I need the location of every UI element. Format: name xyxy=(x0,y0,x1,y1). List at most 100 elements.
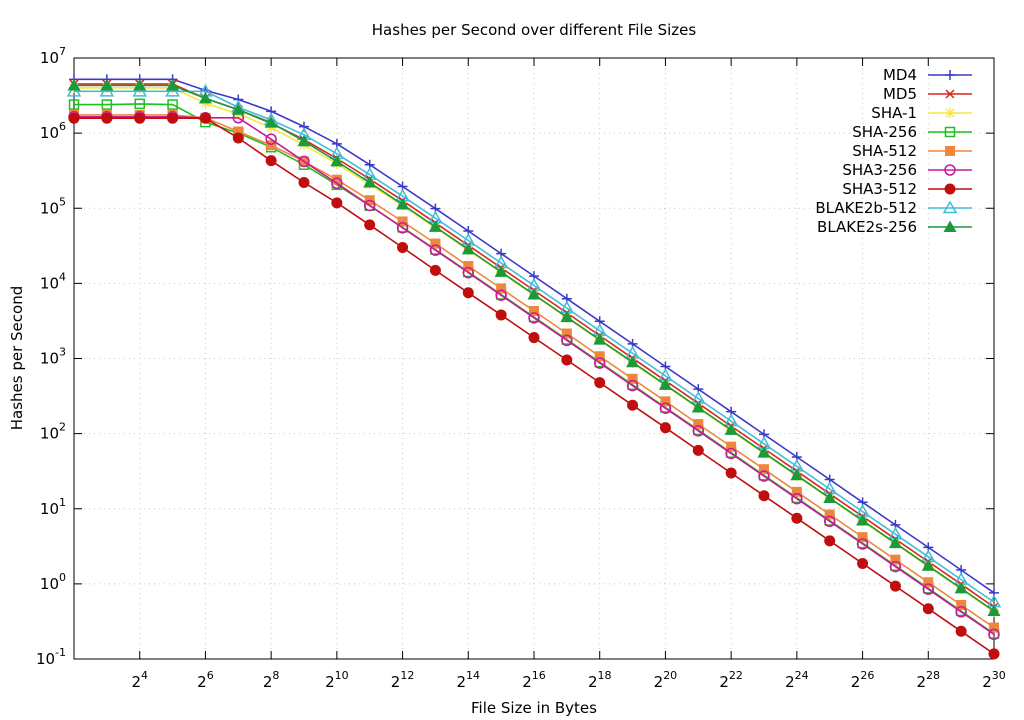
data-point-blake2s-256 xyxy=(133,79,147,91)
data-point-sha3-512 xyxy=(462,287,474,299)
data-point-blake2b-512 xyxy=(165,83,180,97)
legend-item-blake2s-256: BLAKE2s-256 xyxy=(817,218,972,236)
data-point-blake2s-256 xyxy=(198,91,212,104)
data-point-md4 xyxy=(233,94,244,105)
data-point-sha-512 xyxy=(430,238,441,249)
data-point-sha3-256 xyxy=(561,334,573,347)
data-point-sha3-512 xyxy=(659,422,671,434)
data-point-blake2s-256 xyxy=(330,154,344,167)
y-tick-label: 107 xyxy=(40,45,66,67)
data-point-sha-256 xyxy=(68,99,80,110)
data-point-sha3-512 xyxy=(791,512,803,524)
data-point-sha3-256 xyxy=(791,492,803,505)
data-point-sha3-256 xyxy=(626,379,639,392)
x-tick-label: 216 xyxy=(522,669,546,691)
data-point-sha3-256 xyxy=(922,583,935,595)
legend-item-sha-1: SHA-1 xyxy=(871,104,972,122)
data-point-sha-512 xyxy=(791,486,802,497)
data-point-blake2s-256 xyxy=(67,79,81,91)
x-axis-label: File Size in Bytes xyxy=(471,699,597,717)
y-tick-label: 102 xyxy=(40,421,66,443)
x-tick-label: 222 xyxy=(719,669,743,691)
data-point-blake2s-256 xyxy=(363,176,377,188)
data-point-sha3-512 xyxy=(232,132,244,144)
data-point-sha3-256 xyxy=(889,560,902,573)
data-point-sha-512 xyxy=(529,305,539,316)
x-tick-label: 210 xyxy=(325,669,349,691)
legend-marker-sha-1 xyxy=(945,108,955,118)
data-point-blake2s-256 xyxy=(231,103,245,115)
data-point-blake2s-256 xyxy=(560,310,574,323)
data-point-blake2s-256 xyxy=(954,581,968,594)
data-point-sha-512 xyxy=(594,351,605,362)
data-point-sha3-512 xyxy=(167,112,179,124)
legend-label-blake2s-256: BLAKE2s-256 xyxy=(817,218,917,236)
data-point-sha-512 xyxy=(463,261,474,272)
chart-title: Hashes per Second over different File Si… xyxy=(372,21,697,39)
legend-item-md4: MD4 xyxy=(883,66,972,84)
legend-item-md5: MD5 xyxy=(883,85,972,103)
legend-item-sha3-512: SHA3-512 xyxy=(842,180,972,198)
axes: 107 106 105 104 103 102 101 100 10-1 24 26 28 210 212… xyxy=(36,45,1006,691)
data-point-sha3-256 xyxy=(396,222,409,234)
data-point-sha-512 xyxy=(397,216,408,227)
x-tick-label: 228 xyxy=(917,669,941,691)
data-point-sha3-512 xyxy=(495,309,507,321)
data-point-blake2s-256 xyxy=(921,559,935,571)
x-tick-label: 28 xyxy=(263,669,280,691)
data-point-sha-512 xyxy=(857,532,868,543)
data-point-sha3-256 xyxy=(955,606,967,618)
data-point-blake2b-512 xyxy=(132,83,148,97)
y-tick-label: 104 xyxy=(40,270,66,292)
legend-marker-sha3-256 xyxy=(944,164,956,176)
data-point-sha3-512 xyxy=(68,112,80,124)
x-tick-label: 26 xyxy=(197,669,214,691)
x-tick-label: 226 xyxy=(851,669,875,691)
data-point-sha3-256 xyxy=(758,470,770,482)
data-point-sha3-512 xyxy=(955,625,967,637)
data-point-sha3-256 xyxy=(331,177,343,190)
series-blake2s-256 xyxy=(67,79,1001,617)
legend-marker-sha3-512 xyxy=(944,183,956,195)
data-point-sha3-512 xyxy=(857,557,869,569)
data-point-blake2s-256 xyxy=(593,333,607,345)
data-point-sha-512 xyxy=(266,140,277,151)
x-tick-label: 212 xyxy=(391,669,415,691)
y-tick-label: 105 xyxy=(40,195,66,217)
legend-label-blake2b-512: BLAKE2b-512 xyxy=(815,199,917,217)
data-point-sha3-512 xyxy=(298,177,310,189)
legend-label-md4: MD4 xyxy=(883,66,917,84)
legend-marker-md4 xyxy=(945,70,955,80)
data-point-sha3-512 xyxy=(364,219,376,231)
y-axis-label: Hashes per Second xyxy=(8,286,26,431)
grid-lines xyxy=(74,58,994,659)
data-point-sha-512 xyxy=(627,373,638,384)
data-point-blake2s-256 xyxy=(297,134,311,147)
legend-label-sha3-256: SHA3-256 xyxy=(842,161,917,179)
x-tick-label: 218 xyxy=(588,669,612,691)
data-point-blake2s-256 xyxy=(461,242,475,255)
data-point-blake2s-256 xyxy=(823,491,837,504)
data-point-blake2s-256 xyxy=(100,79,114,91)
data-point-sha-512 xyxy=(923,577,934,588)
data-point-blake2s-256 xyxy=(757,446,771,458)
data-point-sha3-256 xyxy=(265,133,277,145)
legend-item-sha-512: SHA-512 xyxy=(852,142,972,160)
data-point-sha3-256 xyxy=(659,402,672,414)
x-tick-label: 230 xyxy=(982,669,1006,691)
data-point-blake2s-256 xyxy=(658,378,672,390)
legend-marker-blake2s-256 xyxy=(943,220,957,232)
data-point-blake2s-256 xyxy=(790,468,804,481)
data-point-sha-512 xyxy=(824,509,835,520)
y-tick-label: 101 xyxy=(40,496,66,518)
data-point-blake2s-256 xyxy=(691,400,705,413)
data-point-sha3-256 xyxy=(462,266,475,279)
x-tick-label: 24 xyxy=(131,669,148,691)
data-point-blake2s-256 xyxy=(987,604,1001,617)
series-line-sha3-256 xyxy=(74,116,995,635)
y-tick-label: 10-1 xyxy=(36,646,66,668)
data-point-sha-512 xyxy=(956,599,967,610)
x-tick-label: 224 xyxy=(785,669,809,691)
series-line-blake2b-512 xyxy=(74,90,995,603)
legend-label-sha-1: SHA-1 xyxy=(871,104,917,122)
